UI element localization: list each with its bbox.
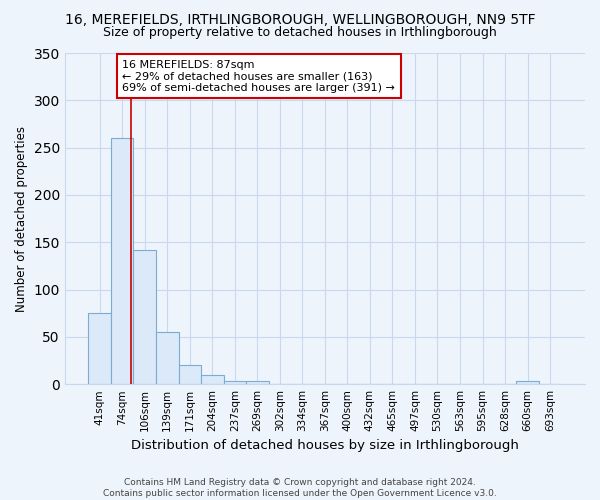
Text: 16, MEREFIELDS, IRTHLINGBOROUGH, WELLINGBOROUGH, NN9 5TF: 16, MEREFIELDS, IRTHLINGBOROUGH, WELLING… bbox=[65, 12, 535, 26]
Y-axis label: Number of detached properties: Number of detached properties bbox=[15, 126, 28, 312]
X-axis label: Distribution of detached houses by size in Irthlingborough: Distribution of detached houses by size … bbox=[131, 440, 519, 452]
Text: Size of property relative to detached houses in Irthlingborough: Size of property relative to detached ho… bbox=[103, 26, 497, 39]
Bar bbox=[224, 382, 246, 384]
Bar bbox=[156, 332, 179, 384]
Bar bbox=[517, 382, 539, 384]
Bar bbox=[201, 374, 224, 384]
Bar bbox=[133, 250, 156, 384]
Bar bbox=[246, 382, 269, 384]
Text: Contains HM Land Registry data © Crown copyright and database right 2024.
Contai: Contains HM Land Registry data © Crown c… bbox=[103, 478, 497, 498]
Text: 16 MEREFIELDS: 87sqm
← 29% of detached houses are smaller (163)
69% of semi-deta: 16 MEREFIELDS: 87sqm ← 29% of detached h… bbox=[122, 60, 395, 93]
Bar bbox=[88, 313, 111, 384]
Bar bbox=[179, 366, 201, 384]
Bar bbox=[111, 138, 133, 384]
